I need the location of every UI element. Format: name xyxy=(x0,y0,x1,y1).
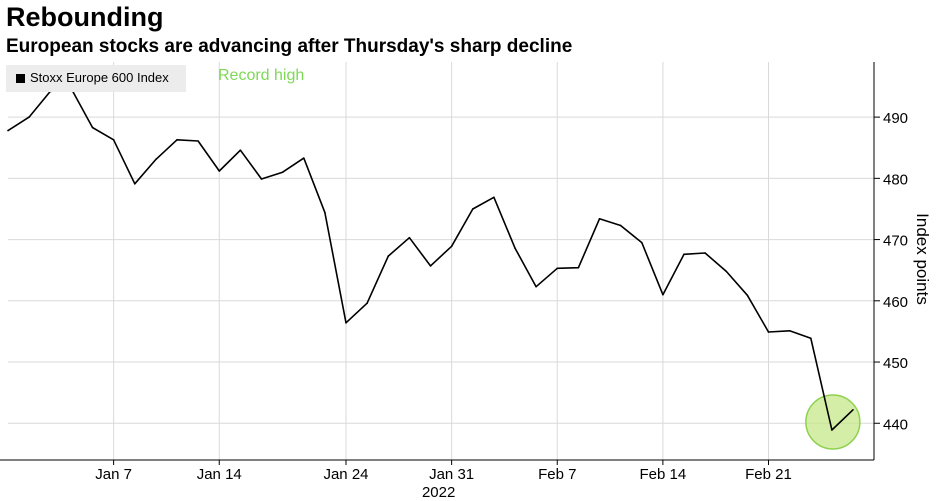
chart-subtitle: European stocks are advancing after Thur… xyxy=(6,36,573,57)
data-point xyxy=(725,270,728,273)
chart-title: Rebounding xyxy=(6,2,164,32)
data-point xyxy=(535,285,537,288)
data-point xyxy=(450,245,453,248)
data-point xyxy=(429,265,432,267)
data-point xyxy=(197,140,199,142)
legend-label: Stoxx Europe 600 Index xyxy=(30,70,169,85)
x-axis-label: 2022 xyxy=(422,484,455,501)
y-tick-label: 440 xyxy=(883,416,908,433)
x-tick-label: Feb 14 xyxy=(640,466,687,483)
data-point xyxy=(852,408,854,411)
legend-swatch-icon xyxy=(16,74,25,83)
data-point xyxy=(514,247,516,249)
data-point xyxy=(577,266,580,269)
y-axis-title: Index points xyxy=(913,213,932,305)
data-point xyxy=(176,138,178,141)
x-tick-label: Jan 14 xyxy=(197,466,242,483)
y-tick-label: 470 xyxy=(883,233,908,250)
data-point xyxy=(324,211,326,214)
data-point xyxy=(7,129,9,132)
data-point xyxy=(746,294,749,297)
record-high-annotation: Record high xyxy=(218,67,305,84)
x-tick-label: Jan 24 xyxy=(323,466,368,483)
data-point xyxy=(366,302,368,305)
x-tick-label: Feb 21 xyxy=(745,466,792,483)
y-tick-label: 490 xyxy=(883,110,908,127)
data-point xyxy=(471,208,474,210)
data-point xyxy=(598,217,601,220)
data-point xyxy=(112,138,115,141)
data-point xyxy=(155,158,157,161)
highlight-circle xyxy=(805,394,861,450)
data-point xyxy=(704,252,706,254)
data-point xyxy=(408,236,411,239)
data-point xyxy=(683,253,685,256)
data-point xyxy=(662,293,664,296)
x-tick-label: Feb 7 xyxy=(538,466,576,483)
y-tick-label: 450 xyxy=(883,355,908,372)
data-point xyxy=(809,337,812,339)
data-point xyxy=(767,331,770,333)
data-point xyxy=(556,267,559,270)
data-point xyxy=(640,241,643,244)
data-point xyxy=(619,224,622,227)
y-tick-label: 480 xyxy=(883,171,908,188)
x-tick-label: Jan 7 xyxy=(95,466,132,483)
data-point xyxy=(345,322,347,324)
data-point xyxy=(493,196,495,199)
legend: Stoxx Europe 600 Index xyxy=(6,65,186,92)
data-point xyxy=(281,171,284,174)
data-point xyxy=(831,429,833,431)
y-tick-label: 460 xyxy=(883,294,908,311)
series-line xyxy=(7,88,854,431)
data-point xyxy=(260,178,263,180)
data-point xyxy=(218,170,221,172)
data-point xyxy=(387,255,390,257)
data-point xyxy=(788,330,791,332)
x-tick-label: Jan 31 xyxy=(429,466,474,483)
data-point xyxy=(28,116,30,118)
data-point xyxy=(133,183,136,185)
data-point xyxy=(91,126,94,129)
data-point xyxy=(302,157,305,159)
data-point xyxy=(239,149,242,151)
